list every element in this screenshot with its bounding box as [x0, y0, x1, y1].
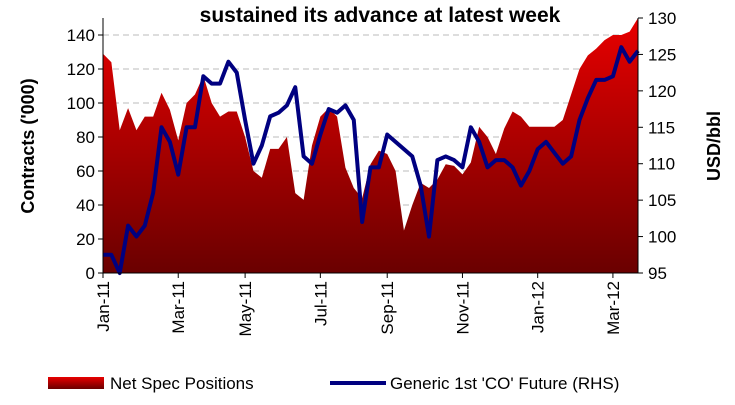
line — [103, 45, 640, 275]
legend-label: Net Spec Positions — [110, 374, 254, 393]
y-tick-label: 20 — [76, 230, 95, 249]
y2-tick-label: 125 — [648, 45, 676, 64]
y2-axis-label: USD/bbl — [704, 111, 724, 181]
y-tick-label: 60 — [76, 162, 95, 181]
y2-tick-label: 110 — [648, 155, 675, 174]
y2-tick-label: 100 — [648, 228, 676, 247]
y2-tick-label: 95 — [648, 264, 667, 283]
legend-label: Generic 1st 'CO' Future (RHS) — [390, 374, 619, 393]
y2-tick-label: 105 — [648, 191, 676, 210]
y-tick-label: 80 — [76, 128, 95, 147]
legend-swatch — [48, 377, 104, 389]
y-tick-label: 0 — [86, 264, 95, 283]
x-tick-label: Sep-11 — [378, 281, 397, 335]
x-tick-label: Jan-12 — [529, 281, 548, 333]
y-tick-label: 40 — [76, 196, 95, 215]
x-tick-label: Jan-11 — [94, 281, 113, 332]
x-tick-label: Nov-11 — [453, 281, 472, 335]
x-tick-label: Mar-12 — [604, 281, 623, 335]
x-tick-label: Mar-11 — [169, 281, 188, 334]
y-axis-label: Contracts ('000) — [18, 78, 38, 213]
y-tick-label: 100 — [67, 94, 95, 113]
y2-tick-label: 115 — [648, 118, 675, 137]
area — [103, 18, 638, 273]
x-tick-label: May-11 — [236, 281, 255, 336]
chart-title: sustained its advance at latest week — [200, 4, 561, 27]
y2-tick-label: 120 — [648, 82, 676, 101]
y-tick-label: 120 — [67, 60, 95, 79]
x-tick-label: Jul-11 — [311, 281, 330, 326]
y-tick-label: 140 — [67, 26, 95, 45]
y2-tick-label: 130 — [648, 9, 676, 28]
